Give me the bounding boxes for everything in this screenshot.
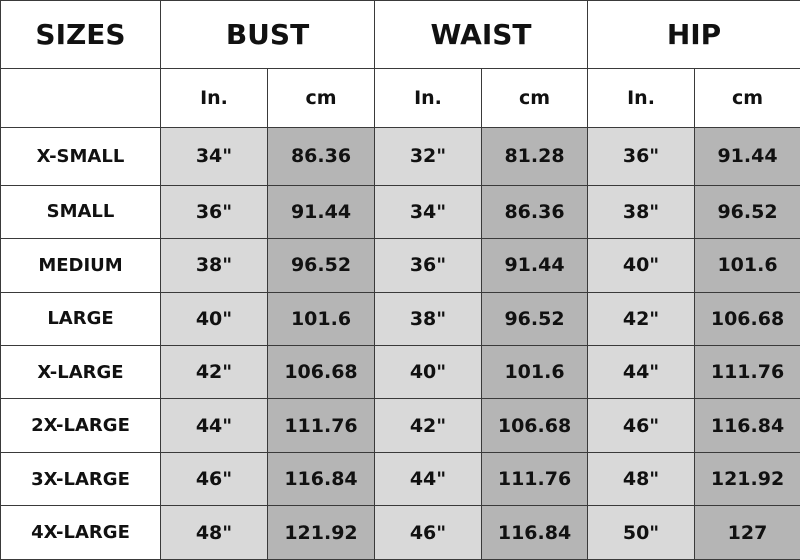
size-label: SMALL [0, 184, 161, 240]
cm-value-cell: 121.92 [694, 451, 800, 507]
unit-header: cm [267, 68, 375, 128]
inch-value-cell: 38" [374, 291, 482, 346]
table-row: X-SMALL 34" 86.36 32" 81.28 36" 91.44 [0, 127, 800, 186]
inch-value-cell: 42" [587, 291, 696, 346]
inch-value-cell: 50" [587, 505, 696, 560]
inch-value-cell: 42" [374, 398, 482, 453]
size-label: MEDIUM [0, 238, 161, 293]
inch-value-cell: 32" [374, 127, 482, 186]
table-row: SMALL 36" 91.44 34" 86.36 38" 96.52 [0, 184, 800, 240]
waist-header: WAIST [373, 0, 589, 69]
cm-value-cell: 86.36 [480, 184, 589, 240]
cm-value-cell: 111.76 [267, 398, 375, 453]
inch-value-cell: 48" [587, 451, 696, 507]
bust-header: BUST [160, 0, 375, 69]
cm-value-cell: 91.44 [480, 238, 589, 293]
cm-value-cell: 121.92 [267, 505, 375, 560]
inch-value-cell: 40" [587, 238, 696, 293]
cm-value-cell: 81.28 [480, 127, 589, 186]
empty-header-cell [0, 68, 161, 128]
table-row: LARGE 40" 101.6 38" 96.52 42" 106.68 [0, 291, 800, 346]
inch-value-cell: 44" [374, 451, 482, 507]
size-label: X-SMALL [0, 127, 161, 186]
size-label: 2X-LARGE [0, 398, 161, 453]
inch-value-cell: 40" [160, 291, 268, 346]
unit-header: cm [694, 68, 800, 128]
inch-value-cell: 44" [587, 344, 696, 400]
inch-value-cell: 38" [587, 184, 696, 240]
cm-value-cell: 116.84 [480, 505, 589, 560]
cm-value-cell: 127 [694, 505, 800, 560]
size-label: X-LARGE [0, 344, 161, 400]
cm-value-cell: 106.68 [694, 291, 800, 346]
inch-value-cell: 46" [374, 505, 482, 560]
inch-value-cell: 42" [160, 344, 268, 400]
inch-value-cell: 46" [160, 451, 268, 507]
cm-value-cell: 86.36 [267, 127, 375, 186]
size-label: 3X-LARGE [0, 451, 161, 507]
cm-value-cell: 101.6 [267, 291, 375, 346]
unit-header: In. [587, 68, 696, 128]
inch-value-cell: 48" [160, 505, 268, 560]
inch-value-cell: 36" [160, 184, 268, 240]
cm-value-cell: 91.44 [694, 127, 800, 186]
inch-value-cell: 38" [160, 238, 268, 293]
cm-value-cell: 111.76 [480, 451, 589, 507]
table-row: 4X-LARGE 48" 121.92 46" 116.84 50" 127 [0, 505, 800, 560]
cm-value-cell: 91.44 [267, 184, 375, 240]
unit-header: In. [160, 68, 268, 128]
cm-value-cell: 96.52 [694, 184, 800, 240]
size-rows: X-SMALL 34" 86.36 32" 81.28 36" 91.44 SMALL 36" 9… [0, 127, 800, 560]
cm-value-cell: 106.68 [480, 398, 589, 453]
cm-value-cell: 101.6 [694, 238, 800, 293]
table-row: 2X-LARGE 44" 111.76 42" 106.68 46" 116.84 [0, 398, 800, 453]
inch-value-cell: 44" [160, 398, 268, 453]
cm-value-cell: 111.76 [694, 344, 800, 400]
inch-value-cell: 36" [374, 238, 482, 293]
cm-value-cell: 96.52 [480, 291, 589, 346]
size-label: 4X-LARGE [0, 505, 161, 560]
inch-value-cell: 34" [160, 127, 268, 186]
inch-value-cell: 40" [374, 344, 482, 400]
inch-value-cell: 34" [374, 184, 482, 240]
inch-value-cell: 46" [587, 398, 696, 453]
inch-value-cell: 36" [587, 127, 696, 186]
sizes-header: SIZES [0, 0, 161, 69]
group-header-row: SIZES BUST WAIST HIP [0, 0, 800, 69]
cm-value-cell: 106.68 [267, 344, 375, 400]
table-row: 3X-LARGE 46" 116.84 44" 111.76 48" 121.92 [0, 451, 800, 507]
unit-header-row: In. cm In. cm In. cm [0, 68, 800, 128]
cm-value-cell: 101.6 [480, 344, 589, 400]
table-row: MEDIUM 38" 96.52 36" 91.44 40" 101.6 [0, 238, 800, 293]
table-row: X-LARGE 42" 106.68 40" 101.6 44" 111.76 [0, 344, 800, 400]
unit-header: cm [480, 68, 589, 128]
cm-value-cell: 116.84 [267, 451, 375, 507]
cm-value-cell: 116.84 [694, 398, 800, 453]
cm-value-cell: 96.52 [267, 238, 375, 293]
hip-header: HIP [587, 0, 800, 69]
size-label: LARGE [0, 291, 161, 346]
unit-header: In. [374, 68, 482, 128]
